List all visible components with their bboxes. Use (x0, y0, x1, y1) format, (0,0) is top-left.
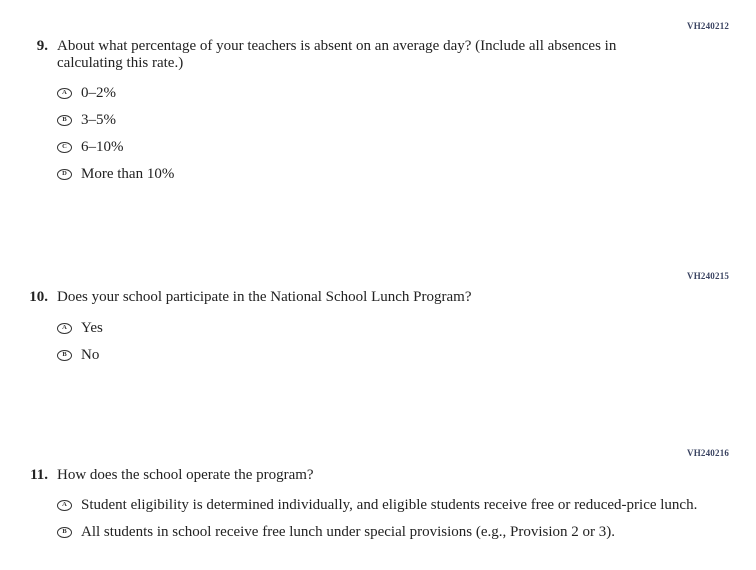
answer-option-b: B All students in school receive free lu… (57, 524, 697, 541)
answer-options: A Yes B No (57, 320, 471, 364)
answer-option-label: 0–2% (81, 85, 116, 101)
bubble-letter: B (62, 351, 67, 359)
bubble-letter: D (62, 170, 67, 178)
answer-option-a: A 0–2% (57, 85, 632, 102)
question-9: 9. About what percentage of your teacher… (26, 38, 632, 193)
answer-option-label: More than 10% (81, 166, 175, 182)
answer-bubble-a[interactable]: A (57, 323, 72, 334)
answer-bubble-a[interactable]: A (57, 88, 72, 99)
bubble-letter: B (62, 116, 67, 124)
answer-option-label: All students in school receive free lunc… (81, 524, 616, 540)
answer-options: A 0–2% B 3–5% C 6–10% D More than 10% (57, 85, 632, 183)
question-number: 9. (36, 38, 48, 54)
answer-bubble-b[interactable]: B (57, 350, 72, 361)
answer-option-label: 6–10% (81, 139, 124, 155)
answer-bubble-d[interactable]: D (57, 169, 72, 180)
answer-option-label: 3–5% (81, 112, 116, 128)
question-text: About what percentage of your teachers i… (57, 38, 617, 71)
question-text: How does the school operate the program? (57, 467, 314, 483)
question-number: 10. (29, 289, 48, 305)
bubble-letter: A (62, 89, 67, 97)
question-text: Does your school participate in the Nati… (57, 289, 472, 305)
answer-option-c: C 6–10% (57, 139, 632, 156)
answer-bubble-c[interactable]: C (57, 142, 72, 153)
answer-option-label: No (81, 347, 100, 363)
answer-bubble-b[interactable]: B (57, 527, 72, 538)
answer-bubble-a[interactable]: A (57, 500, 72, 511)
bubble-letter: B (62, 528, 67, 536)
question-10-code: VH240215 (687, 271, 730, 281)
question-11-code: VH240216 (687, 448, 730, 458)
question-10: 10. Does your school participate in the … (26, 289, 471, 374)
answer-options: A Student eligibility is determined indi… (57, 497, 697, 541)
bubble-letter: A (62, 501, 67, 509)
question-number: 11. (30, 467, 48, 483)
answer-bubble-b[interactable]: B (57, 115, 72, 126)
answer-option-b: B No (57, 347, 471, 364)
answer-option-b: B 3–5% (57, 112, 632, 129)
bubble-letter: A (62, 324, 67, 332)
answer-option-a: A Yes (57, 320, 471, 337)
bubble-letter: C (62, 143, 67, 151)
question-9-code: VH240212 (687, 21, 730, 31)
answer-option-a: A Student eligibility is determined indi… (57, 497, 697, 514)
answer-option-d: D More than 10% (57, 166, 632, 183)
answer-option-label: Student eligibility is determined indivi… (81, 497, 698, 513)
answer-option-label: Yes (81, 320, 103, 336)
question-11: 11. How does the school operate the prog… (26, 467, 697, 551)
